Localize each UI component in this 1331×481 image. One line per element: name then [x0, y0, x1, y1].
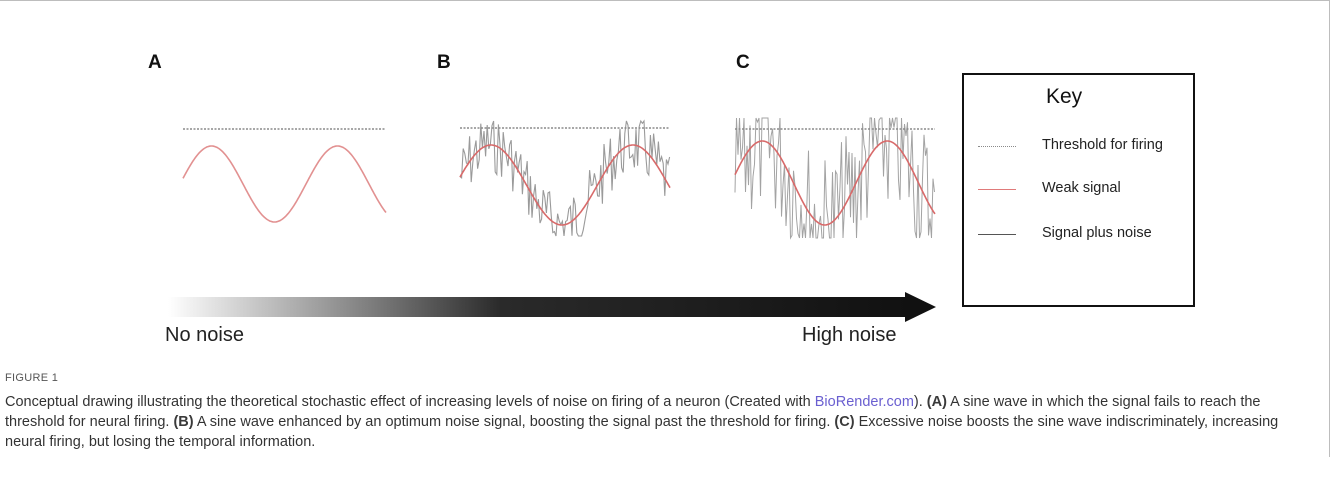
caption-text-b: A sine wave enhanced by an optimum noise…: [193, 414, 835, 430]
figure-caption: Conceptual drawing illustrating the theo…: [5, 392, 1315, 452]
biorender-link[interactable]: BioRender.com: [814, 394, 914, 410]
noise-b: [459, 119, 671, 237]
legend-label-threshold: Threshold for firing: [1042, 137, 1163, 153]
legend-swatch-threshold: [978, 146, 1016, 147]
legend-label-weak-signal: Weak signal: [1042, 180, 1121, 196]
arrow-shaft: [168, 297, 908, 317]
noise-c: [734, 117, 935, 240]
caption-text-c: Excessive noise boosts the sine wave ind…: [5, 414, 1279, 450]
legend-item-weak-signal: Weak signal: [978, 180, 1188, 200]
weak-signal-a: [182, 145, 387, 223]
legend-swatch-signal-plus-noise: [978, 234, 1016, 235]
legend-item-threshold: Threshold for firing: [978, 137, 1188, 157]
caption-intro-end: ).: [913, 394, 927, 410]
caption-label-b: (B): [173, 414, 194, 430]
panel-letter-a: A: [148, 52, 162, 73]
legend-swatch-weak-signal: [978, 189, 1016, 190]
caption-text-a: A sine wave in which the signal fails to…: [5, 394, 1261, 430]
panel-b: [459, 119, 671, 237]
panel-letter-b: B: [437, 52, 451, 73]
noise-arrow: [168, 292, 936, 322]
arrow-label-right: High noise: [802, 324, 897, 346]
figure-label: FIGURE 1: [5, 372, 59, 384]
arrow-label-left: No noise: [165, 324, 244, 346]
legend-item-signal-plus-noise: Signal plus noise: [978, 225, 1188, 245]
panel-a: [182, 128, 387, 223]
panel-letter-c: C: [736, 52, 750, 73]
legend-title: Key: [1046, 85, 1083, 108]
legend-box: Key Threshold for firing Weak signal Sig…: [962, 73, 1195, 307]
weak-signal-b: [459, 144, 671, 226]
caption-intro: Conceptual drawing illustrating the theo…: [5, 394, 815, 410]
panel-c: [734, 117, 936, 240]
caption-label-c: (C): [834, 414, 855, 430]
caption-label-a: (A): [926, 394, 947, 410]
arrow-head: [905, 292, 936, 322]
weak-signal-c: [734, 140, 936, 226]
figure-frame: [0, 0, 1330, 457]
legend-label-signal-plus-noise: Signal plus noise: [1042, 225, 1152, 241]
